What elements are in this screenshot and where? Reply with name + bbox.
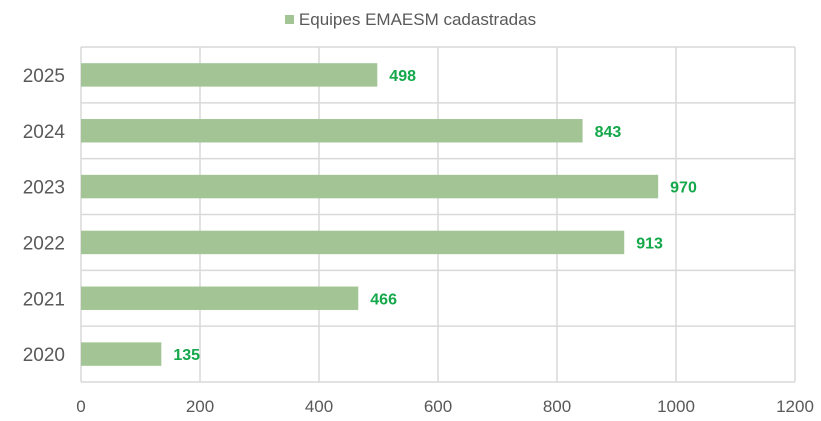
x-tick-label: 800 (543, 397, 571, 416)
data-label-2021: 466 (370, 291, 397, 308)
data-label-2020: 135 (173, 347, 200, 364)
y-tick-label-2023: 2023 (23, 178, 65, 199)
y-tick-label-2025: 2025 (23, 66, 65, 87)
x-tick-label: 1200 (776, 397, 814, 416)
x-tick-label: 0 (76, 397, 85, 416)
data-label-2022: 913 (636, 235, 663, 252)
data-label-2025: 498 (389, 68, 416, 85)
y-tick-label-2024: 2024 (23, 122, 66, 143)
y-tick-label-2022: 2022 (23, 233, 65, 254)
x-tick-label: 400 (305, 397, 333, 416)
bar-2022 (81, 230, 625, 255)
bar-2023 (81, 174, 659, 199)
y-tick-label-2021: 2021 (23, 289, 65, 310)
data-label-2023: 970 (670, 180, 697, 197)
x-tick-label: 200 (186, 397, 214, 416)
bar-2024 (81, 119, 583, 143)
bar-2021 (81, 286, 359, 310)
legend: Equipes EMAESM cadastradas (0, 10, 821, 30)
bar-2020 (81, 342, 162, 366)
y-tick-label-2020: 2020 (23, 345, 65, 366)
data-label-2024: 843 (595, 124, 622, 141)
x-tick-label: 1000 (657, 397, 695, 416)
bar-2025 (81, 63, 378, 87)
legend-label: Equipes EMAESM cadastradas (298, 10, 537, 29)
x-tick-label: 600 (424, 397, 452, 416)
legend-swatch (284, 15, 294, 24)
